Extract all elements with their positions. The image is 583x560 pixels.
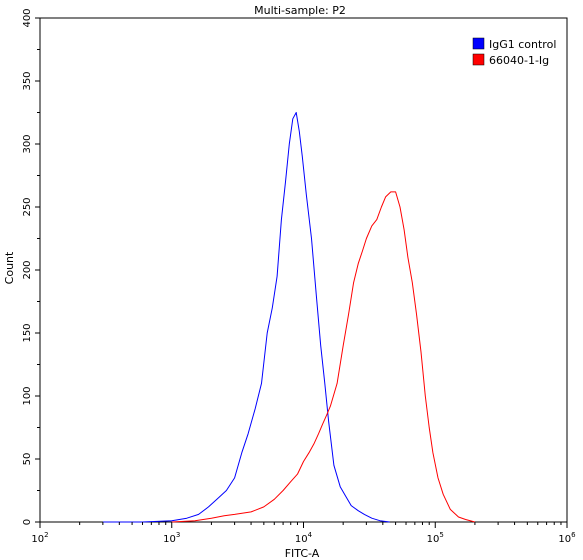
x-tick-label: 102 bbox=[31, 531, 48, 545]
series-line-2 bbox=[171, 191, 476, 523]
y-tick-label: 250 bbox=[22, 197, 33, 216]
y-tick-label: 150 bbox=[22, 323, 33, 342]
y-tick-label: 300 bbox=[22, 134, 33, 153]
legend-label: IgG1 control bbox=[489, 38, 556, 51]
series-line-1 bbox=[102, 112, 390, 523]
legend-swatch bbox=[472, 37, 485, 50]
x-tick-label: 106 bbox=[558, 531, 576, 545]
y-tick-label: 50 bbox=[22, 453, 33, 466]
plot-area bbox=[39, 17, 568, 523]
chart-title: Multi-sample: P2 bbox=[254, 4, 346, 17]
plot-frame bbox=[39, 17, 568, 523]
x-tick-label: 103 bbox=[163, 531, 180, 545]
axes: 0 50 100 150 200 250 300 350 400 102 103 104 105 106 bbox=[22, 8, 576, 545]
y-tick-label: 200 bbox=[22, 260, 33, 279]
legend: IgG1 control 66040-1-Ig bbox=[472, 37, 556, 67]
x-tick-label: 104 bbox=[295, 531, 313, 545]
y-tick-label: 400 bbox=[22, 8, 33, 27]
y-tick-label: 100 bbox=[22, 386, 33, 405]
y-axis-label: Count bbox=[3, 251, 16, 284]
legend-swatch bbox=[472, 53, 485, 66]
legend-label: 66040-1-Ig bbox=[489, 54, 549, 67]
y-tick-label: 350 bbox=[22, 71, 33, 90]
y-tick-label: 0 bbox=[22, 519, 33, 525]
x-tick-label: 105 bbox=[427, 531, 444, 545]
series-layer bbox=[102, 112, 476, 523]
x-axis-label: FITC-A bbox=[285, 547, 320, 560]
